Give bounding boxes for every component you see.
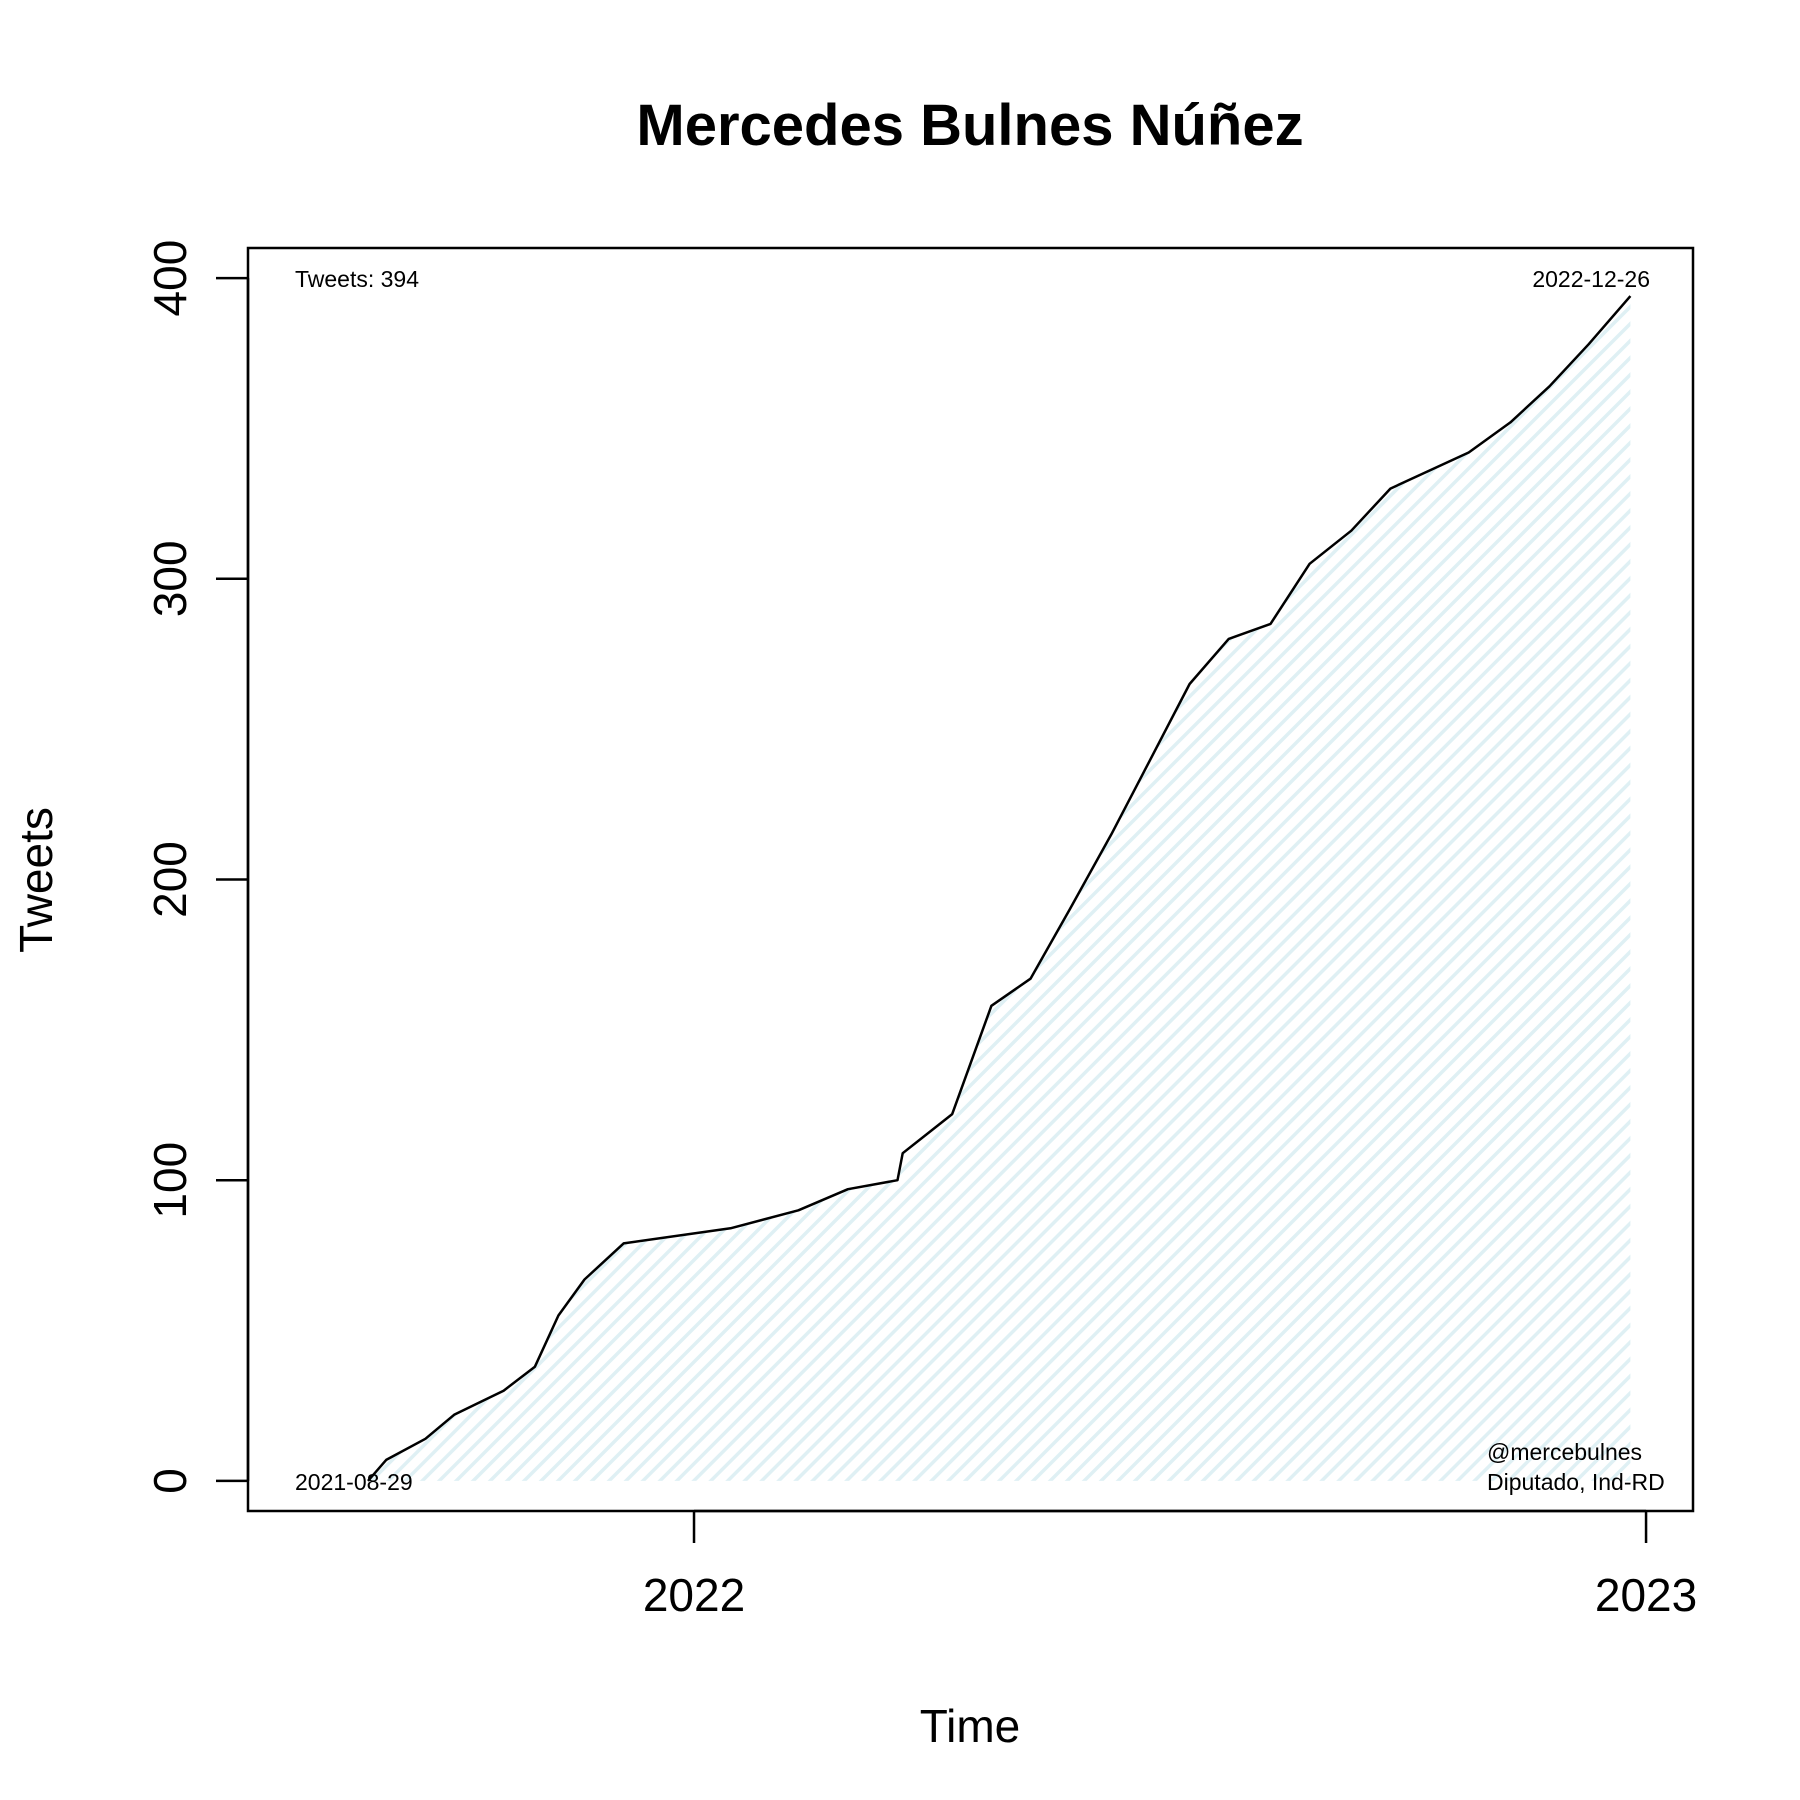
y-tick-label: 0 [144, 1468, 196, 1494]
end-date-annotation: 2022-12-26 [1532, 266, 1650, 292]
y-tick-label: 200 [144, 841, 196, 918]
x-axis: 2022 2023 [643, 1509, 1697, 1621]
x-axis-label: Time [920, 1700, 1021, 1752]
chart-title: Mercedes Bulnes Núñez [636, 93, 1303, 158]
y-tick-label: 300 [144, 540, 196, 617]
x-tick-label: 2023 [1595, 1569, 1697, 1621]
cumulative-area-fill [368, 296, 1631, 1481]
plot-area [246, 246, 1695, 1513]
start-date-annotation: 2021-08-29 [295, 1469, 413, 1495]
y-tick-label: 400 [144, 240, 196, 317]
total-tweets-annotation: Tweets: 394 [295, 266, 419, 292]
y-axis: 0 100 200 300 400 [144, 240, 250, 1494]
y-axis-label: Tweets [10, 807, 62, 953]
cumulative-tweets-line [367, 295, 1632, 1482]
role-annotation: Diputado, Ind-RD [1487, 1469, 1665, 1495]
x-tick-label: 2022 [643, 1569, 745, 1621]
handle-annotation: @mercebulnes [1487, 1439, 1642, 1465]
y-tick-label: 100 [144, 1142, 196, 1219]
